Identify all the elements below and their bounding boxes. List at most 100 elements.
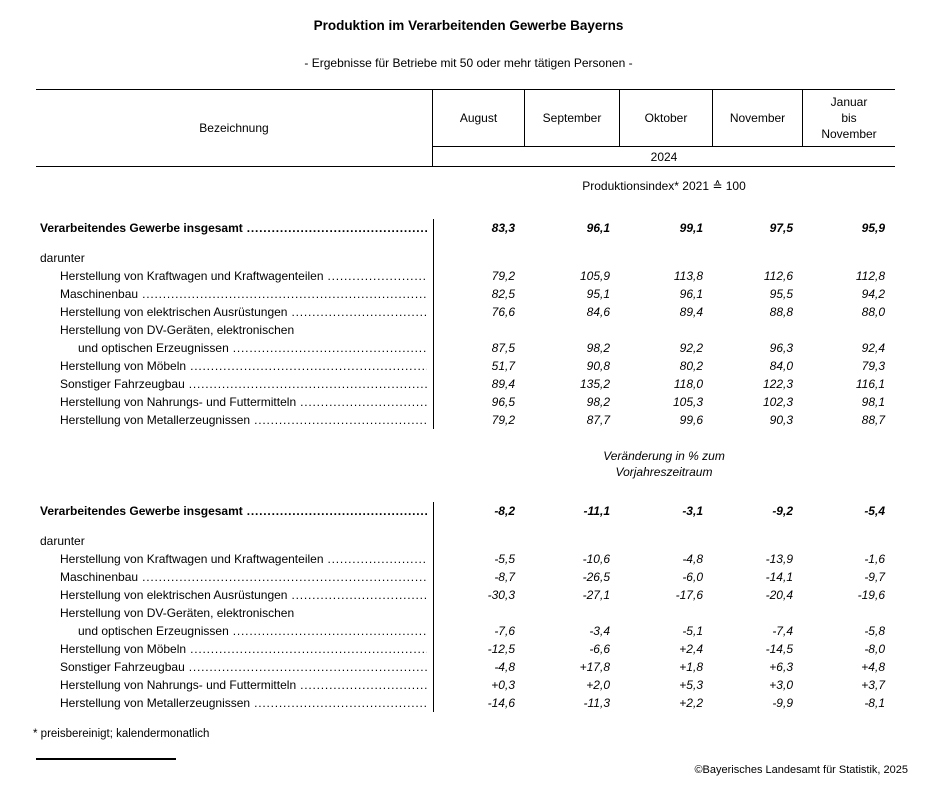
value-cell [713,604,803,622]
value-cell: +3,0 [769,678,793,692]
row-label: Herstellung von Metallerzeugnissen [36,411,433,429]
value-cell: -13,9 [765,552,793,566]
value-cell: 83,3 [491,221,515,235]
value-cell: 90,8 [586,359,610,373]
value-cell: -19,6 [857,588,885,602]
value-cell: -14,1 [765,570,793,584]
table-row: Herstellung von DV-Geräten, elektronisch… [36,604,895,622]
value-cell: 92,2 [679,341,703,355]
value-cell: -12,5 [487,642,515,656]
value-cell: -9,2 [772,504,793,518]
column-header-bezeichnung: Bezeichnung [36,90,433,166]
value-cell: -4,8 [682,552,703,566]
value-cell: -5,8 [864,624,885,638]
value-cell: +2,2 [679,696,703,710]
value-cell: +2,4 [679,642,703,656]
row-spacer [36,237,895,249]
row-label: Herstellung von Möbeln [36,357,433,375]
month-columns-group: August September Oktober November Januar bis… [433,90,895,166]
value-cell: 92,4 [861,341,885,355]
value-cell: 79,3 [861,359,885,373]
page-title: Produktion im Verarbeitenden Gewerbe Bay… [313,18,624,33]
row-label-text: Herstellung von elektrischen Ausrüstunge… [60,305,288,319]
row-label-text: Herstellung von elektrischen Ausrüstunge… [60,588,288,602]
table-row: Verarbeitendes Gewerbe insgesamt -8,2 -11,… [36,502,895,520]
column-header: August [433,90,525,146]
value-cell: 94,2 [861,287,885,301]
table-row: und optischen Erzeugnissen 87,5 98,2 92,2 96… [36,339,895,357]
dot-leader [189,658,427,676]
value-cell: 84,6 [586,305,610,319]
value-cell: -7,4 [772,624,793,638]
row-label: und optischen Erzeugnissen [36,339,433,357]
value-cell: 112,8 [855,269,885,283]
row-label-text: Maschinenbau [60,287,139,301]
value-cell [433,249,525,267]
value-cell: 98,2 [586,341,610,355]
value-cell: +6,3 [769,660,793,674]
table-row: Herstellung von elektrischen Ausrüstunge… [36,303,895,321]
column-divider-line [433,502,434,712]
value-cell [620,321,713,339]
table-row: Herstellung von Kraftwagen und Kraftwage… [36,550,895,568]
value-cell: -30,3 [487,588,515,602]
value-cell: 90,3 [769,413,793,427]
row-spacer [36,520,895,532]
value-cell [803,532,895,550]
value-cell: 98,1 [861,395,885,409]
value-cell: +2,0 [586,678,610,692]
row-label: Herstellung von Metallerzeugnissen [36,694,433,712]
value-cell: -8,2 [494,504,515,518]
row-label-text: Herstellung von Möbeln [60,359,187,373]
value-cell: -5,4 [864,504,885,518]
value-cell: 135,2 [579,377,610,391]
dot-leader [233,622,427,640]
value-cell: 102,3 [762,395,793,409]
value-cell: -3,1 [682,504,703,518]
value-cell: 51,7 [491,359,515,373]
row-label: Herstellung von Nahrungs- und Futtermitt… [36,676,433,694]
dot-leader [300,676,427,694]
value-cell [620,604,713,622]
value-cell: 95,5 [769,287,793,301]
dot-leader [328,267,428,285]
value-cell: 105,9 [579,269,610,283]
value-cell: -27,1 [582,588,610,602]
value-cell: -17,6 [675,588,703,602]
value-cell: 89,4 [491,377,515,391]
value-cell [525,249,620,267]
value-cell [713,532,803,550]
table-row: Sonstiger Fahrzeugbau 89,4 135,2 118,0 122,3… [36,375,895,393]
table-row: Herstellung von elektrischen Ausrüstunge… [36,586,895,604]
row-label-text: darunter [40,534,85,548]
table-row: Herstellung von DV-Geräten, elektronisch… [36,321,895,339]
value-cell [433,532,525,550]
row-label: Herstellung von elektrischen Ausrüstunge… [36,586,433,604]
dot-leader [254,694,427,712]
value-cell: 98,2 [586,395,610,409]
table-row: und optischen Erzeugnissen -7,6 -3,4 -5,1 -7… [36,622,895,640]
table-row: darunter [36,532,895,550]
value-cell: -10,6 [582,552,610,566]
value-cell: -7,6 [494,624,515,638]
value-cell [525,321,620,339]
value-cell [433,321,525,339]
value-cell: -6,0 [682,570,703,584]
row-label: darunter [36,532,433,550]
value-cell: 87,7 [586,413,610,427]
dot-leader [142,568,427,586]
value-cell: -1,6 [864,552,885,566]
value-cell [713,321,803,339]
dot-leader [328,550,428,568]
dot-leader [254,411,427,429]
months-row: August September Oktober November Januar bis… [433,90,895,147]
value-cell: 84,0 [769,359,793,373]
value-cell: 96,5 [491,395,515,409]
value-cell: +5,3 [679,678,703,692]
column-header: November [713,90,803,146]
value-cell: 95,1 [586,287,610,301]
value-cell: 116,1 [855,377,885,391]
column-header: Oktober [620,90,713,146]
value-cell: 118,0 [673,377,703,391]
row-label: Sonstiger Fahrzeugbau [36,658,433,676]
